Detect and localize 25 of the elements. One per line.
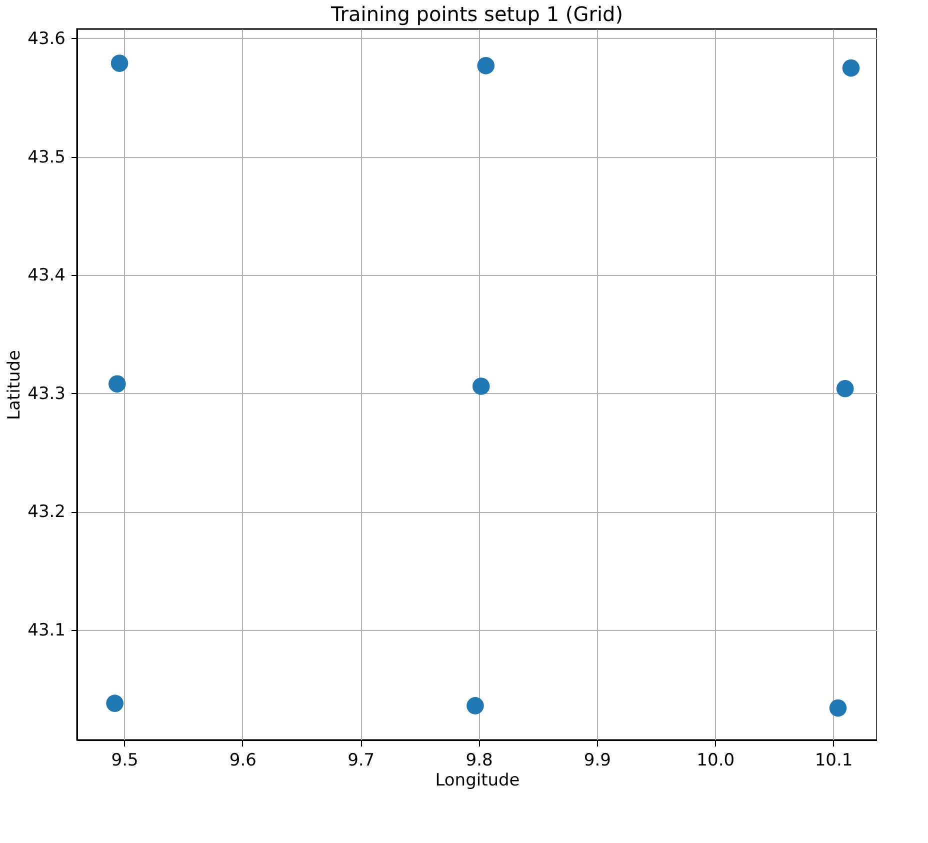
point [466, 697, 484, 714]
x-tick-label: 9.9 [584, 750, 611, 770]
point [842, 59, 860, 77]
chart-title: Training points setup 1 (Grid) [330, 2, 624, 26]
point [836, 380, 854, 398]
y-tick-label: 43.6 [28, 28, 66, 49]
y-tick-label: 43.4 [28, 266, 66, 286]
point [472, 378, 490, 395]
x-tick-label: 9.5 [111, 750, 138, 770]
point [106, 694, 124, 712]
y-tick-label: 43.5 [28, 147, 66, 168]
x-tick-label: 9.8 [466, 750, 493, 770]
y-axis-title: Latitude [4, 350, 25, 420]
y-tick-label: 43.1 [28, 620, 66, 640]
x-tick-label: 9.6 [229, 750, 256, 770]
y-tick-label: 43.2 [28, 502, 66, 522]
point [110, 54, 128, 72]
x-axis-title: Longitude [435, 770, 520, 790]
y-tick-label: 43.3 [28, 384, 66, 404]
point [108, 375, 126, 393]
x-tick-label: 10.1 [814, 750, 853, 770]
point [829, 699, 847, 717]
x-tick-label: 10.0 [696, 750, 735, 770]
point [477, 57, 495, 74]
x-tick-label: 9.7 [348, 750, 375, 770]
